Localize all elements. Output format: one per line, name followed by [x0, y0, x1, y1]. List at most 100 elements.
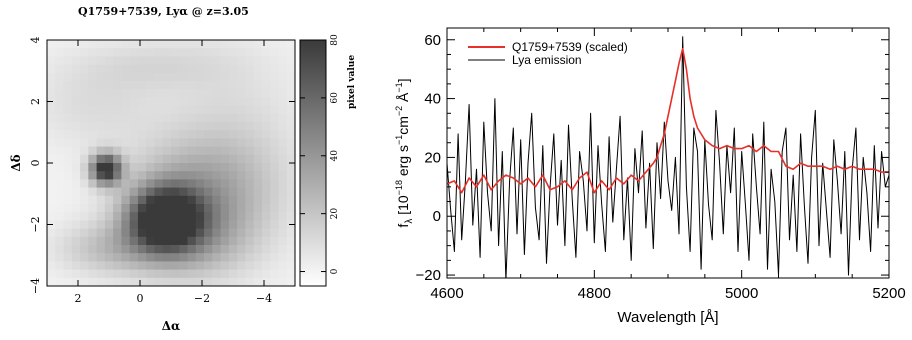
heatmap-cell	[228, 64, 238, 74]
heatmap-cell	[220, 236, 230, 246]
heatmap-cell	[171, 146, 180, 156]
heatmap-cell	[187, 253, 197, 262]
heatmap-cell	[270, 269, 279, 279]
heatmap-cell	[286, 64, 296, 74]
heatmap-cell	[204, 72, 213, 82]
heatmap-cell	[146, 146, 155, 156]
heatmap-cell	[261, 228, 271, 238]
heatmap-cell	[228, 105, 238, 115]
heatmap-cell	[129, 195, 139, 205]
heatmap-cell	[171, 163, 180, 172]
heatmap-cell	[80, 195, 89, 205]
heatmap-cell	[162, 253, 172, 262]
heatmap-cell	[129, 220, 139, 229]
heatmap-cell	[204, 130, 213, 139]
heatmap-cell	[261, 138, 271, 147]
heatmap-cell	[253, 122, 263, 131]
heatmap-cell	[212, 220, 221, 229]
heatmap-cell	[212, 89, 221, 98]
heatmap-cell	[47, 138, 56, 147]
heatmap-cell	[286, 40, 296, 49]
heatmap-cell	[80, 146, 89, 156]
heatmap-cell	[204, 97, 213, 106]
heatmap-cell	[162, 146, 172, 156]
heatmap-cell	[261, 48, 271, 57]
heatmap-cell	[63, 97, 73, 106]
heatmap-cell	[137, 212, 147, 221]
heatmap-cell	[187, 154, 197, 164]
heatmap-cell	[261, 261, 271, 270]
heatmap-cell	[245, 130, 255, 139]
heatmap-cell	[154, 228, 164, 238]
colorbar-label: pixel value	[347, 55, 357, 109]
heatmap-cell	[237, 146, 246, 156]
heatmap-cell	[63, 48, 73, 57]
heatmap-cell	[113, 179, 122, 188]
heatmap-cell	[253, 113, 263, 123]
heatmap-cell	[195, 163, 205, 172]
heatmap-cell	[146, 261, 155, 270]
heatmap-cell	[80, 228, 89, 238]
heatmap-cell	[187, 228, 197, 238]
heatmap-cell	[55, 97, 64, 106]
heatmap-cell	[261, 122, 271, 131]
heatmap-cell	[245, 97, 255, 106]
heatmap-cell	[286, 81, 296, 90]
heatmap-cell	[63, 163, 73, 172]
heatmap-cell	[261, 236, 271, 246]
heatmap-cell	[137, 154, 147, 164]
spectrum-x-ticks: 4600 4800 5000 5200	[430, 28, 906, 302]
heatmap-cell	[286, 89, 296, 98]
heatmap-cell	[71, 105, 81, 115]
heatmap-cell	[286, 179, 296, 188]
heatmap-cell	[162, 179, 172, 188]
heatmap-cell	[55, 163, 64, 172]
heatmap-cell	[63, 212, 73, 221]
heatmap-cell	[88, 97, 97, 106]
heatmap-cell	[187, 171, 197, 180]
heatmap-cell	[270, 89, 279, 98]
heatmap-cell	[63, 220, 73, 229]
heatmap-cell	[212, 171, 221, 180]
heatmap-cell	[55, 72, 64, 82]
heatmap-cell	[154, 220, 164, 229]
series-q1759-scaled	[447, 47, 889, 194]
heatmap-cell	[146, 56, 155, 65]
legend-label-q1759: Q1759+7539 (scaled)	[512, 40, 628, 54]
heatmap-cell	[63, 81, 73, 90]
heatmap-cell	[195, 64, 205, 74]
heatmap-cell	[146, 113, 155, 123]
heatmap-cell	[237, 277, 246, 287]
heatmap-cell	[113, 48, 122, 57]
heatmap-cell	[63, 89, 73, 98]
heatmap-cell	[96, 228, 106, 238]
heatmap-cell	[286, 105, 296, 115]
heatmap-cell	[228, 56, 238, 65]
heatmap-cell	[47, 72, 56, 82]
heatmap-cell	[47, 48, 56, 57]
heatmap-cell	[270, 56, 279, 65]
heatmap-cell	[237, 89, 246, 98]
heatmap-cell	[121, 64, 131, 74]
heatmap-cell	[63, 269, 73, 279]
heatmap-cell	[261, 130, 271, 139]
heatmap-cell	[47, 163, 56, 172]
heatmap-cell	[220, 253, 230, 262]
heatmap-cell	[137, 81, 147, 90]
heatmap-cell	[121, 220, 131, 229]
heatmap-cell	[237, 97, 246, 106]
heatmap-cell	[96, 269, 106, 279]
heatmap-cell	[129, 113, 139, 123]
heatmap-cell	[237, 81, 246, 90]
heatmap-cell	[278, 97, 288, 106]
heatmap-cell	[88, 154, 97, 164]
heatmap-cell	[204, 48, 213, 57]
heatmap-cell	[245, 146, 255, 156]
heatmap-cell	[171, 97, 180, 106]
heatmap-cell	[187, 122, 197, 131]
heatmap-cell	[270, 113, 279, 123]
heatmap-cell	[80, 81, 89, 90]
heatmap-cell	[237, 228, 246, 238]
heatmap-cell	[47, 113, 56, 123]
heatmap-cell	[63, 253, 73, 262]
